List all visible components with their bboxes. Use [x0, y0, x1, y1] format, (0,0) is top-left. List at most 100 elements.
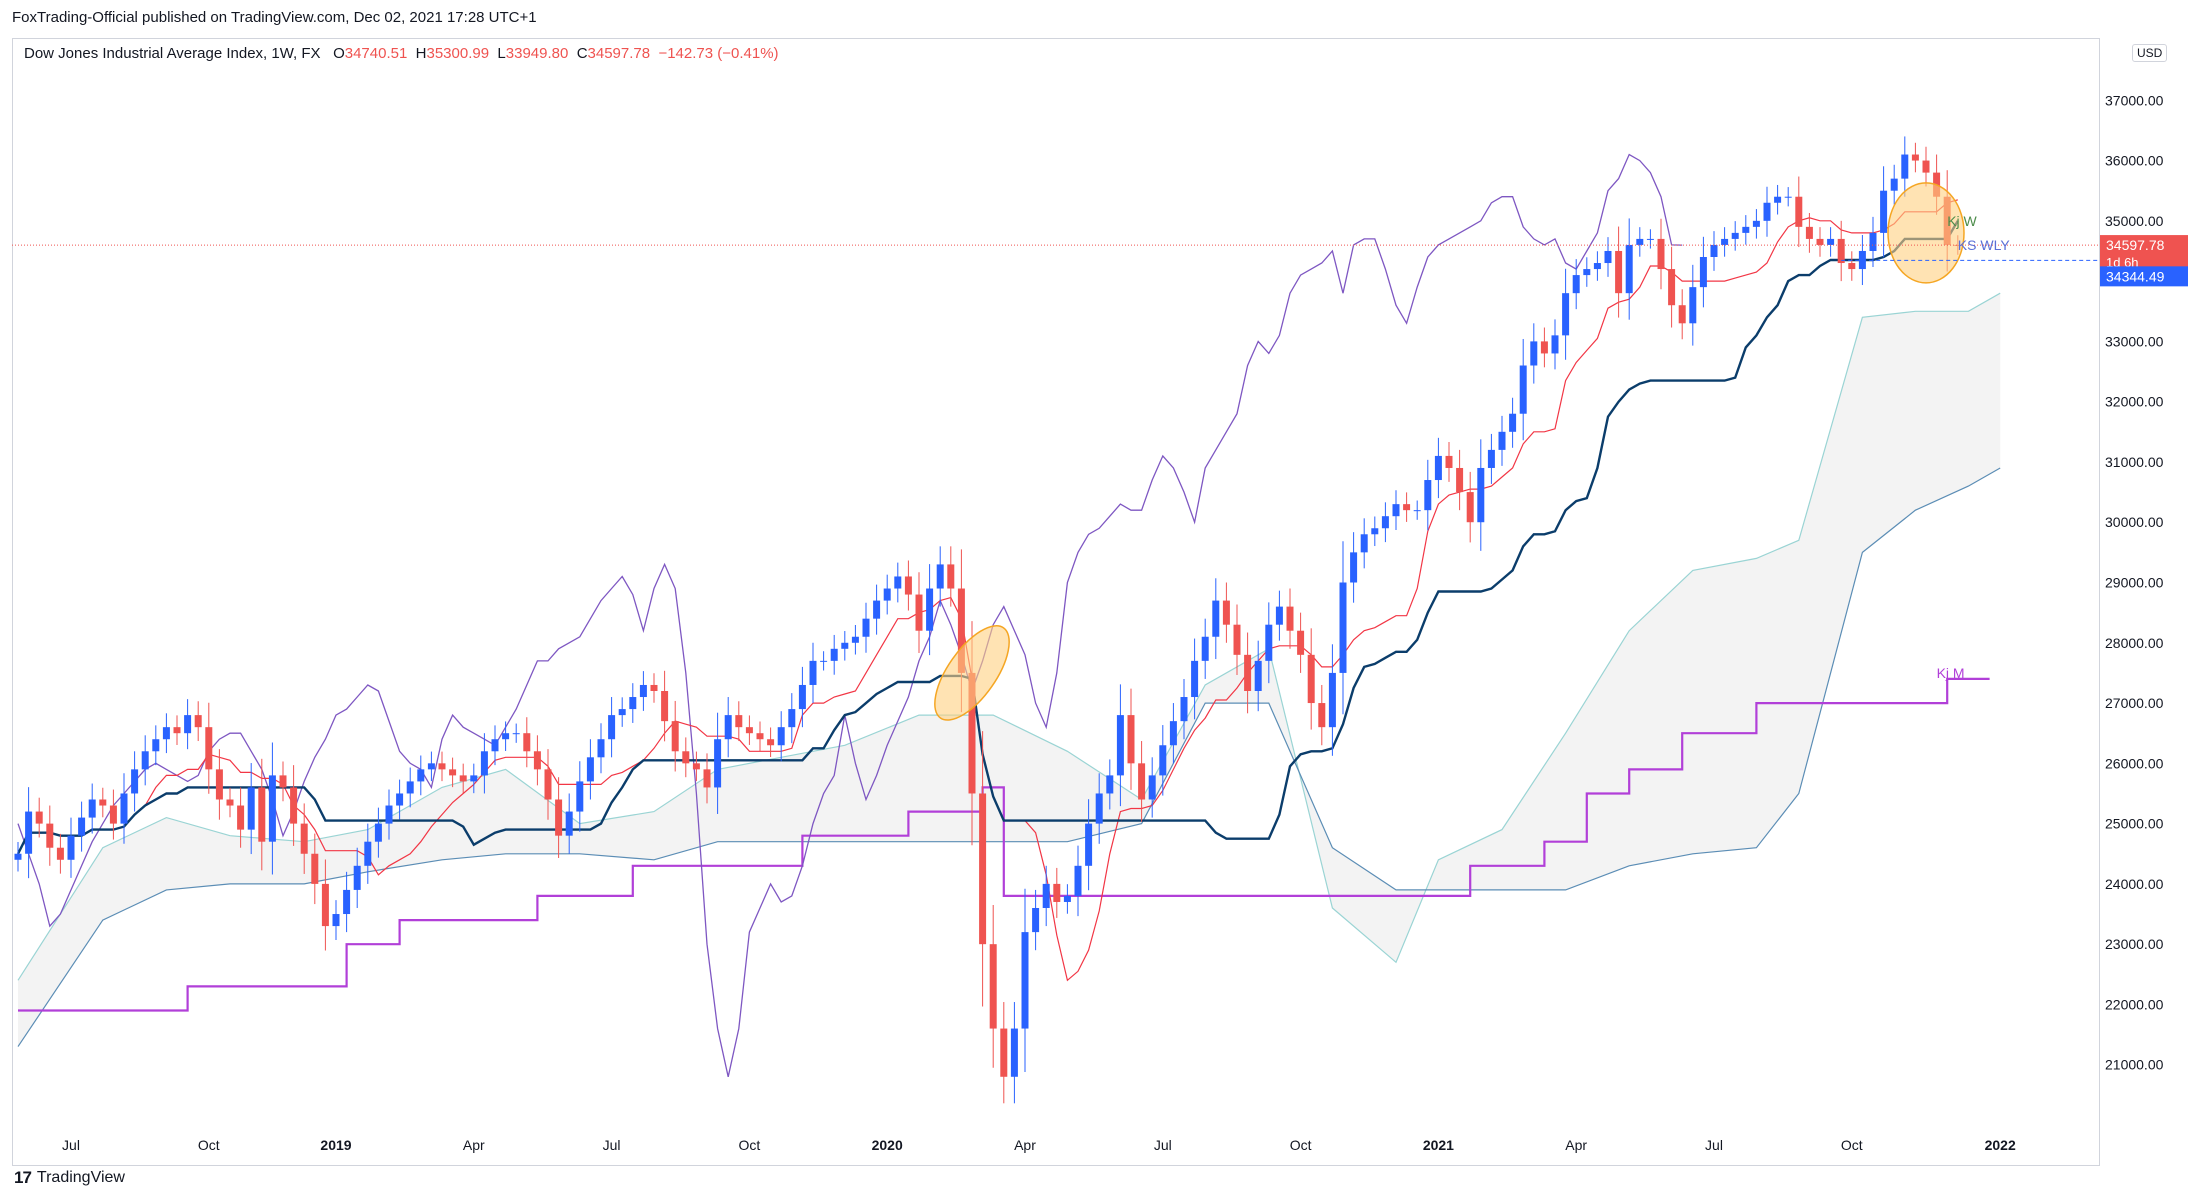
- candle-body: [1074, 865, 1082, 896]
- candle-body: [67, 835, 75, 860]
- candle-body: [544, 769, 552, 800]
- candle-body: [1752, 220, 1760, 227]
- candle-body: [1116, 715, 1124, 776]
- candle-body: [46, 823, 54, 848]
- candle-body: [1530, 341, 1538, 366]
- candle-body: [427, 763, 435, 770]
- candle-body: [724, 715, 732, 740]
- candle-body: [1424, 480, 1432, 511]
- candle-body: [141, 751, 149, 770]
- candle-body: [692, 763, 700, 770]
- candle-body: [152, 739, 160, 752]
- candle-body: [406, 781, 414, 794]
- y-tick-label: 21000.00: [2105, 1057, 2164, 1073]
- x-tick-label: 2020: [872, 1137, 903, 1153]
- y-tick-label: 36000.00: [2105, 153, 2164, 169]
- candle-body: [735, 715, 743, 728]
- ks-price-tag-bg: [2100, 266, 2188, 287]
- candle-body: [396, 793, 404, 806]
- kijun-weekly-line: [16, 220, 1959, 855]
- candle-body: [258, 787, 266, 842]
- candle-body: [1339, 582, 1347, 673]
- candle-body: [1922, 160, 1930, 173]
- candle-body: [35, 811, 43, 824]
- y-tick-label: 35000.00: [2105, 213, 2164, 229]
- candle-body: [205, 727, 213, 770]
- candle-body: [1562, 293, 1570, 336]
- candle-body: [14, 853, 22, 860]
- candle-body: [1095, 793, 1103, 824]
- candle-body: [226, 799, 234, 806]
- chart-legend: Dow Jones Industrial Average Index, 1W, …: [24, 45, 779, 62]
- candle-body: [1201, 636, 1209, 661]
- candle-body: [1540, 341, 1548, 354]
- x-tick-label: Oct: [739, 1137, 761, 1153]
- candle-body: [873, 600, 881, 619]
- candle-body: [926, 588, 934, 631]
- candle-body: [1827, 238, 1835, 245]
- y-tick-label: 33000.00: [2105, 333, 2164, 349]
- candle-body: [1710, 244, 1718, 257]
- candle-body: [1509, 413, 1517, 432]
- candle-body: [502, 733, 510, 740]
- open-label: O: [333, 45, 345, 62]
- x-tick-label: Oct: [198, 1137, 220, 1153]
- candle-body: [639, 684, 647, 698]
- candle-body: [364, 841, 372, 866]
- senkou-span-b-line: [17, 467, 2001, 1047]
- candle-body: [109, 805, 117, 824]
- open-value: 34740.51: [344, 45, 408, 62]
- candle-body: [1805, 226, 1813, 239]
- y-tick-label: 23000.00: [2105, 936, 2164, 952]
- candle-body: [194, 715, 202, 728]
- highlight-circle-2020: [934, 625, 1010, 721]
- candle-body: [1233, 624, 1241, 655]
- candle-body: [25, 811, 33, 854]
- candle-body: [576, 781, 584, 812]
- x-tick-label: Jul: [603, 1137, 621, 1153]
- symbol-label: Dow Jones Industrial Average Index, 1W, …: [24, 45, 321, 62]
- candle-body: [268, 775, 276, 842]
- candle-body: [1191, 660, 1199, 698]
- candle-body: [512, 733, 520, 735]
- candle-body: [661, 691, 669, 722]
- tradingview-logo[interactable]: 17 TradingView: [14, 1168, 125, 1188]
- candle-body: [1731, 232, 1739, 239]
- candle-body: [1678, 305, 1686, 324]
- high-value: 35300.99: [426, 45, 490, 62]
- currency-button[interactable]: USD: [2132, 44, 2168, 62]
- x-tick-label: Apr: [1014, 1137, 1036, 1153]
- candle-body: [99, 799, 107, 806]
- candle-body: [1699, 257, 1707, 288]
- candle-body: [1816, 238, 1824, 245]
- y-tick-label: 22000.00: [2105, 996, 2164, 1012]
- candle-body: [586, 757, 594, 782]
- candle-body: [88, 799, 96, 818]
- candle-body: [1053, 883, 1061, 902]
- x-tick-label: Apr: [463, 1137, 485, 1153]
- candle-body: [777, 727, 785, 746]
- y-tick-label: 25000.00: [2105, 816, 2164, 832]
- x-tick-label: Apr: [1565, 1137, 1587, 1153]
- annotation-label: Kj W: [1947, 213, 1977, 229]
- change-value: −142.73 (−0.41%): [658, 45, 779, 62]
- candle-body: [1254, 660, 1262, 691]
- candle-body: [767, 739, 775, 746]
- candle-body: [1286, 606, 1294, 631]
- candle-body: [78, 817, 86, 836]
- candle-body: [1180, 697, 1188, 722]
- candle-body: [1774, 196, 1782, 203]
- candle-body: [374, 823, 382, 842]
- x-tick-label: 2019: [320, 1137, 351, 1153]
- candle-body: [1032, 908, 1040, 933]
- candle-body: [1275, 606, 1283, 625]
- y-tick-label: 24000.00: [2105, 876, 2164, 892]
- senkou-span-a-line: [17, 292, 2001, 981]
- high-label: H: [415, 45, 427, 62]
- candle-body: [237, 805, 245, 830]
- candle-body: [682, 751, 690, 764]
- low-label: L: [497, 45, 506, 62]
- candle-body: [1063, 895, 1071, 902]
- candle-body: [1138, 763, 1146, 800]
